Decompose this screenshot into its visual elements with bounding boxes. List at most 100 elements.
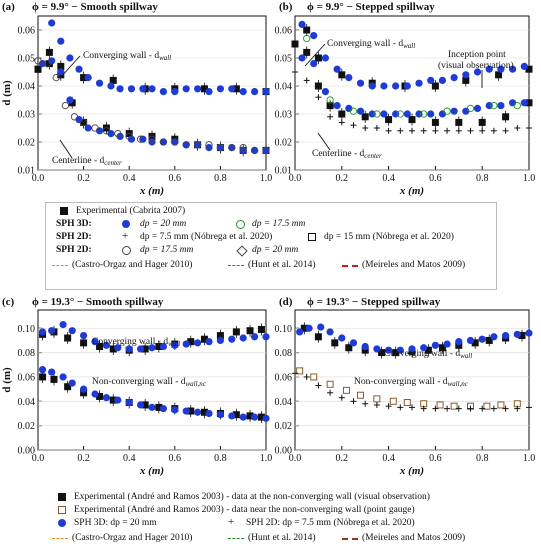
marks-a — [34, 19, 270, 157]
point-b-s3-7 — [380, 110, 388, 118]
panel-b-title: ϕ = 9.9° − Stepped spillway — [307, 1, 435, 13]
point-c-s3-12 — [171, 406, 179, 414]
annotation-b-wall: Converging wall - dwall — [327, 39, 415, 50]
y-tick-label-b: 0.04 — [275, 82, 293, 93]
point-b-s3-13 — [450, 107, 458, 115]
point-c-s3-4 — [80, 385, 88, 393]
legend-bexp2: Experimental (André and Ramos 2003) - da… — [74, 505, 415, 515]
legend-meireles: (Meireles and Matos 2009) — [362, 260, 466, 270]
axes-c: 0.0 0.2 0.4 0.6 0.8 1.0 0.00 0.02 0.04 0.06 0.08 0.… — [1, 309, 272, 477]
y-tick-label-c: 0.08 — [18, 348, 36, 359]
point-a-s2-15 — [205, 88, 213, 96]
legend-bsph2d: SPH 2D: dp = 7.5 mm (Nóbrega et al. 2020… — [246, 518, 415, 528]
point-a-s3-18 — [228, 144, 236, 152]
point-c-s2-16 — [216, 336, 224, 345]
point-a-s3-15 — [194, 141, 202, 149]
point-c-s3-0 — [38, 366, 47, 374]
point-a-s2-4 — [84, 74, 92, 82]
point-d-s2-4 — [338, 334, 346, 342]
legend-marker-bsph2d: + — [228, 516, 235, 528]
x-tick-label-d: 0.6 — [429, 453, 442, 464]
legend-marker-bexp1 — [58, 493, 66, 501]
legend-sph2d-label-2: SPH 2D: — [56, 245, 92, 255]
point-a-s2-10 — [148, 85, 156, 93]
legend-line-castro — [52, 265, 68, 266]
point-d-s2-18 — [502, 331, 510, 340]
point-d-s2-6 — [361, 342, 369, 351]
point-b-s2-13 — [450, 74, 458, 82]
point-b-s2-11 — [427, 76, 435, 84]
legend-marker-sph3d-a — [122, 220, 130, 228]
point-b-s4-1 — [326, 96, 334, 104]
x-axis-label-d: x (m) — [399, 465, 424, 477]
point-a-s3-13 — [171, 138, 179, 146]
x-tick-label-d: 1.0 — [523, 453, 536, 464]
panel-c-title: ϕ = 19.3° − Smooth spillway — [32, 296, 164, 308]
point-a-s3-14 — [182, 141, 190, 149]
panel-b-tag: (b) — [279, 1, 293, 13]
point-c-s2-12 — [171, 341, 179, 349]
point-d-s2-5 — [349, 339, 358, 347]
point-b-s4-6 — [443, 107, 451, 115]
point-b-s2-15 — [473, 68, 482, 76]
y-tick-label-d: 0.00 — [275, 446, 293, 457]
x-tick-label-d: 0.8 — [476, 453, 489, 464]
legend-bhunt: (Hunt et al. 2014) — [248, 533, 316, 543]
x-tick-label-a: 0.6 — [169, 173, 182, 184]
point-b-s3-19 — [520, 99, 528, 107]
point-a-s4-2 — [52, 73, 60, 82]
y-tick-label-b: 0.02 — [275, 138, 293, 149]
point-c-s3-9 — [137, 401, 145, 409]
legend-marker-bexp2 — [58, 506, 66, 514]
point-a-s4-4 — [70, 113, 79, 121]
y-tick-label-d: 0.10 — [275, 324, 293, 335]
point-d-s1-7 — [403, 399, 411, 407]
point-b-s3-2 — [321, 88, 330, 96]
point-c-s2-1 — [48, 327, 56, 335]
point-b-s2-0 — [298, 20, 306, 28]
point-a-s2-8 — [127, 85, 136, 93]
annotation-d-nonconv: Non-converging wall - dwall,nc — [354, 377, 469, 388]
legend-sph2d-d: dp = 20 mm — [252, 245, 299, 255]
point-a-s3-5 — [84, 124, 92, 132]
point-a-s4-17 — [216, 143, 225, 152]
point-d-s2-16 — [478, 335, 486, 343]
point-b-s2-16 — [485, 65, 493, 73]
point-b-s2-8 — [392, 82, 400, 90]
point-b-s3-11 — [427, 110, 435, 118]
point-c-s2-15 — [205, 338, 213, 346]
point-d-s1-12 — [483, 402, 491, 410]
annotation-b-inception-1: Inception point — [448, 50, 506, 60]
legend-bcastro: (Castro-Orgaz and Hager 2010) — [72, 533, 193, 543]
point-d-s2-12 — [431, 341, 439, 349]
point-a-s2-9 — [139, 85, 147, 93]
point-a-s2-0 — [48, 19, 56, 27]
point-b-s2-2 — [321, 54, 330, 62]
point-c-s3-3 — [68, 379, 76, 387]
legend-marker-bsph3d — [58, 519, 66, 527]
point-b-s2-4 — [345, 74, 353, 82]
x-tick-label-a: 0.8 — [214, 173, 227, 184]
marks-d — [292, 322, 533, 412]
legend-sph3d-label: SPH 3D: — [56, 219, 92, 229]
point-c-s3-18 — [239, 413, 247, 421]
x-tick-label-b: 0.6 — [429, 173, 442, 184]
point-c-s3-13 — [182, 407, 190, 415]
point-a-s3-17 — [216, 144, 224, 152]
annotation-a-wall: Converging wall - dwall — [83, 51, 171, 62]
point-d-s2-3 — [326, 328, 334, 336]
point-c-s2-10 — [148, 344, 156, 352]
point-b-s4-5 — [420, 110, 428, 118]
y-axis-label-a: d (m) — [1, 80, 13, 106]
point-c-s2-7 — [114, 344, 122, 352]
point-c-s2-13 — [182, 340, 190, 348]
point-a-s4-21 — [262, 146, 270, 155]
marks-b — [291, 20, 533, 134]
x-tick-label-b: 0.2 — [336, 173, 349, 184]
point-b-s4-4 — [396, 110, 404, 118]
legend-castro: (Castro-Orgaz and Hager 2010) — [72, 260, 193, 270]
legend-exp-label: Experimental (Cabrita 2007) — [76, 206, 186, 216]
annotation-c-nonconv: Non-converging wall - dwall,nc — [92, 377, 207, 388]
point-b-s4-3 — [373, 110, 381, 118]
y-tick-label-a: 0.02 — [18, 138, 36, 149]
